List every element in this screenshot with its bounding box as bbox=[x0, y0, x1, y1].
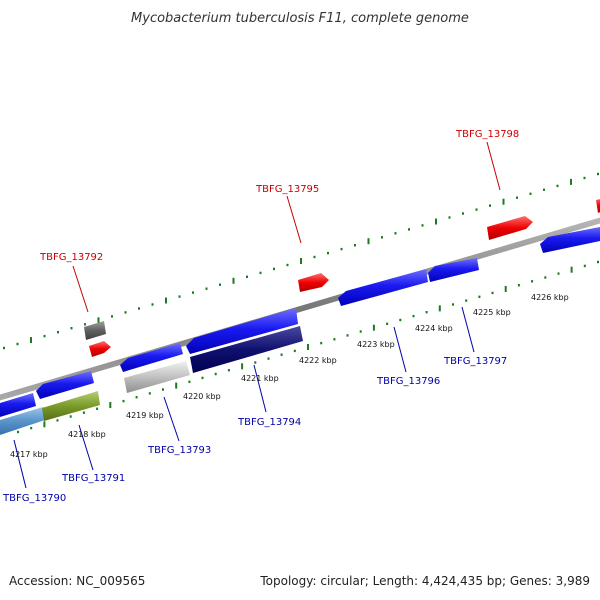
gene-label-tbfg-13798[interactable]: TBFG_13798 bbox=[455, 129, 519, 140]
gene-label-tbfg-13792[interactable]: TBFG_13792 bbox=[39, 252, 103, 263]
leader-line bbox=[13, 439, 27, 489]
gene-feature-forward bbox=[89, 341, 111, 357]
gene-feature-forward bbox=[487, 216, 533, 240]
kbp-label: 4217 kbp bbox=[10, 450, 48, 459]
forward-genes bbox=[84, 199, 600, 357]
reverse-leader-lines bbox=[13, 306, 475, 489]
kbp-label: 4219 kbp bbox=[126, 411, 164, 420]
gene-feature-forward bbox=[84, 321, 106, 340]
reverse-genes bbox=[0, 226, 600, 435]
gene-feature-reverse bbox=[428, 258, 479, 282]
gene-feature-reverse bbox=[0, 407, 45, 435]
kbp-label: 4218 kbp bbox=[68, 430, 106, 439]
reverse-tick-track bbox=[17, 260, 599, 434]
gene-feature-reverse bbox=[190, 326, 303, 373]
reverse-gene-labels: TBFG_13790 TBFG_13791 TBFG_13793 TBFG_13… bbox=[2, 356, 507, 504]
gene-label-tbfg-13794[interactable]: TBFG_13794 bbox=[237, 417, 301, 428]
forward-leader-lines bbox=[72, 141, 501, 313]
gene-feature-forward bbox=[596, 199, 600, 213]
leader-line bbox=[286, 195, 302, 244]
kbp-label: 4224 kbp bbox=[415, 324, 453, 333]
gene-feature-reverse bbox=[0, 393, 36, 417]
gene-feature-forward bbox=[298, 273, 329, 292]
kbp-label: 4220 kbp bbox=[183, 392, 221, 401]
leader-line bbox=[253, 364, 267, 413]
gene-label-tbfg-13793[interactable]: TBFG_13793 bbox=[147, 445, 211, 456]
leader-line bbox=[163, 396, 180, 442]
kbp-label: 4221 kbp bbox=[241, 374, 279, 383]
leader-line bbox=[461, 306, 475, 353]
map-title: Mycobacterium tuberculosis F11, complete… bbox=[131, 11, 469, 26]
kbp-scale-labels: 4217 kbp 4218 kbp 4219 kbp 4220 kbp 4221… bbox=[10, 293, 569, 459]
leader-line bbox=[78, 424, 94, 471]
kbp-label: 4226 kbp bbox=[531, 293, 569, 302]
gene-feature-reverse bbox=[36, 371, 94, 399]
gene-feature-reverse bbox=[186, 308, 298, 354]
topology-text: Topology: circular; Length: 4,424,435 bp… bbox=[260, 574, 590, 588]
gene-label-tbfg-13790[interactable]: TBFG_13790 bbox=[2, 493, 66, 504]
leader-line bbox=[393, 326, 407, 373]
accession-text: Accession: NC_009565 bbox=[9, 574, 146, 588]
leader-line bbox=[486, 141, 501, 191]
gene-label-tbfg-13797[interactable]: TBFG_13797 bbox=[443, 356, 507, 367]
kbp-label: 4225 kbp bbox=[473, 308, 511, 317]
forward-gene-labels: TBFG_13792 TBFG_13795 TBFG_13798 bbox=[39, 129, 519, 263]
gene-feature-reverse bbox=[120, 343, 183, 372]
leader-line bbox=[72, 265, 89, 313]
forward-tick-track bbox=[3, 172, 599, 350]
kbp-label: 4222 kbp bbox=[299, 356, 337, 365]
kbp-label: 4223 kbp bbox=[357, 340, 395, 349]
gene-label-tbfg-13796[interactable]: TBFG_13796 bbox=[376, 376, 440, 387]
gene-feature-reverse bbox=[42, 391, 100, 421]
gene-label-tbfg-13795[interactable]: TBFG_13795 bbox=[255, 184, 319, 195]
gene-feature-reverse bbox=[540, 226, 600, 253]
gene-label-tbfg-13791[interactable]: TBFG_13791 bbox=[61, 473, 125, 484]
gene-feature-reverse bbox=[124, 361, 190, 393]
gene-feature-reverse bbox=[338, 269, 428, 306]
